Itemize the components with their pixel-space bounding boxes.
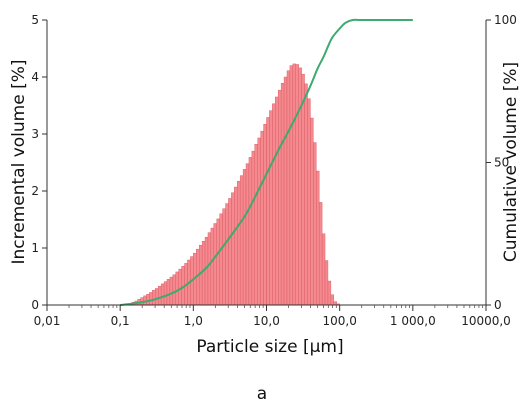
histogram-bar [313, 142, 317, 306]
histogram-bar [242, 169, 247, 306]
right-y-tick-label: 0 [494, 298, 502, 312]
left-y-tick-label: 0 [31, 298, 39, 312]
histogram-bar [269, 110, 273, 306]
left-y-tick-label: 4 [31, 70, 39, 84]
histogram-bar [307, 98, 311, 306]
histogram-bar [283, 76, 288, 306]
x-axis-label: Particle size [µm] [196, 337, 343, 357]
histogram-bar [272, 103, 276, 306]
histogram-bar [295, 64, 299, 306]
histogram-bar [251, 150, 255, 306]
histogram-bar [289, 65, 294, 306]
right-y-tick-label: 50 [494, 156, 509, 170]
figure-caption: a [257, 384, 267, 402]
histogram-bar [213, 223, 217, 306]
histogram-bar [248, 157, 253, 306]
x-tick-label: 10,0 [253, 314, 280, 328]
histogram-bar [286, 70, 291, 306]
histogram-bar [280, 83, 285, 306]
x-tick-label: 1,0 [184, 314, 203, 328]
histogram-bar [228, 198, 232, 306]
x-tick-label: 0,01 [34, 314, 61, 328]
histogram-bar [210, 227, 215, 306]
histogram-bar [216, 218, 220, 306]
histogram-bar [219, 213, 223, 306]
histogram-bar [298, 67, 302, 306]
histogram-bar [318, 202, 323, 306]
histogram-bar [245, 163, 250, 306]
histogram-bar [163, 281, 168, 306]
histogram-bar [266, 117, 270, 306]
histogram-bar [207, 232, 212, 306]
histogram-bar [254, 144, 258, 306]
x-tick-label: 1 000,0 [390, 314, 436, 328]
histogram-bar [333, 301, 337, 306]
histogram-bar [160, 283, 165, 306]
x-tick-label: 0,1 [111, 314, 130, 328]
left-y-tick-label: 1 [31, 241, 39, 255]
histogram-bar [155, 288, 159, 306]
histogram-bar [239, 175, 244, 306]
histogram-bar [149, 292, 153, 306]
histogram-bar [327, 280, 332, 306]
histogram-bar [169, 276, 174, 306]
histogram-bar [231, 192, 235, 306]
left-y-tick-label: 3 [31, 127, 39, 141]
histogram-bar [146, 293, 150, 306]
histogram-bar [304, 83, 308, 306]
right-y-tick-label: 100 [494, 13, 517, 27]
histogram-bar [175, 271, 179, 306]
left-y-tick-label: 2 [31, 184, 39, 198]
histogram-bar [257, 137, 261, 306]
histogram-bar [225, 203, 229, 306]
histogram-bar [201, 240, 206, 306]
histogram-bar [204, 236, 209, 306]
histogram-bar [260, 130, 264, 306]
histogram-bar [158, 285, 162, 306]
histogram-bar [166, 279, 171, 306]
histogram-bar [316, 170, 320, 306]
histogram-bar [152, 289, 156, 306]
x-tick-label: 100,0 [322, 314, 356, 328]
histogram-bar [234, 186, 238, 306]
histogram-bar [301, 73, 305, 306]
histogram-bar [278, 89, 282, 306]
histogram-bar [237, 181, 241, 306]
histogram-bar [275, 96, 279, 306]
cumulative-curve [120, 18, 413, 306]
x-tick-label: 10000,0 [461, 314, 511, 328]
incremental-bars [125, 63, 340, 306]
histogram-bar [178, 268, 182, 306]
histogram-bar [310, 117, 314, 306]
right-y-axis-label: Cumulative volume [%] [501, 62, 521, 262]
left-y-tick-label: 5 [31, 13, 39, 27]
left-y-axis-label: Incremental volume [%] [9, 59, 29, 264]
histogram-bar [172, 274, 176, 306]
histogram-bar [321, 233, 326, 306]
histogram-bar [263, 124, 267, 306]
histogram-bar [222, 208, 226, 306]
histogram-bar [324, 260, 329, 306]
histogram-bar [292, 63, 296, 306]
histogram-bar [330, 294, 335, 306]
axis-ticks: 0,01 0,1 1,0 10,0 100,0 1 000,0 10000,00123450… [31, 13, 517, 328]
